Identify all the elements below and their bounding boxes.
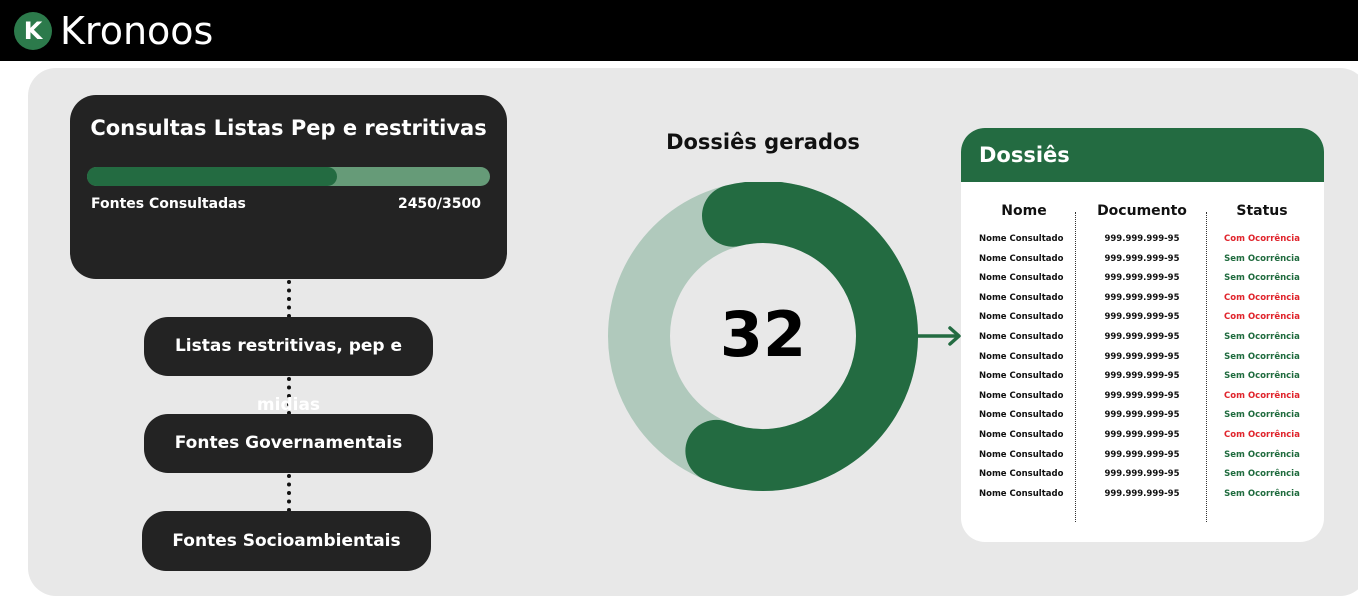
dossies-donut-chart <box>608 182 918 491</box>
row-nome: Nome Consultado <box>979 488 1064 499</box>
top-bar: K Kronoos <box>0 0 1358 61</box>
column-divider <box>1206 212 1207 522</box>
row-status: Sem Ocorrência <box>1224 332 1300 342</box>
brand-name: Kronoos <box>60 9 214 53</box>
row-nome: Nome Consultado <box>979 430 1064 440</box>
connector-dots <box>287 474 291 512</box>
row-nome: Nome Consultado <box>979 469 1064 480</box>
source-pill-label: Fontes Socioambientais <box>172 531 401 551</box>
fontes-progress-value: 2450/3500 <box>397 196 481 212</box>
table-row[interactable]: Nome Consultado 999.999.999-95 Sem Ocorrên… <box>961 485 1324 504</box>
consultas-card: Consultas Listas Pep e restritivas Fonte… <box>70 95 507 279</box>
dossies-table-card: Dossiês Nome Documento Status Nome Consu… <box>961 128 1324 542</box>
row-documento: 999.999.999-95 <box>1104 469 1180 480</box>
row-nome: Nome Consultado <box>979 253 1064 264</box>
column-divider <box>1075 212 1076 522</box>
row-nome: Nome Consultado <box>979 371 1064 382</box>
table-row[interactable]: Nome Consultado 999.999.999-95 Com Ocorrên… <box>961 387 1324 406</box>
row-documento: 999.999.999-95 <box>1104 253 1180 264</box>
arrow-right-icon <box>916 326 961 346</box>
row-documento: 999.999.999-95 <box>1104 449 1180 460</box>
fontes-progress-label: Fontes Consultadas <box>91 196 246 212</box>
connector-dots <box>287 280 291 318</box>
table-row[interactable]: Nome Consultado 999.999.999-95 Sem Ocorrên… <box>961 367 1324 386</box>
source-pill-label: Listas restritivas, pep e midias <box>174 336 403 415</box>
source-pill-label: Fontes Governamentais <box>174 433 403 453</box>
row-nome: Nome Consultado <box>979 410 1064 421</box>
row-status: Sem Ocorrência <box>1224 351 1300 362</box>
row-status: Com Ocorrência <box>1224 234 1300 244</box>
row-documento: 999.999.999-95 <box>1104 371 1180 382</box>
row-documento: 999.999.999-95 <box>1104 351 1180 362</box>
table-row[interactable]: Nome Consultado 999.999.999-95 Sem Ocorrên… <box>961 465 1324 484</box>
row-status: Sem Ocorrência <box>1224 253 1300 264</box>
column-header-status: Status <box>1236 203 1288 219</box>
row-status: Sem Ocorrência <box>1224 371 1300 382</box>
row-documento: 999.999.999-95 <box>1104 410 1180 421</box>
row-documento: 999.999.999-95 <box>1104 390 1180 401</box>
source-pill-listas[interactable]: Listas restritivas, pep e midias <box>144 317 433 415</box>
row-status: Sem Ocorrência <box>1224 273 1300 284</box>
table-row[interactable]: Nome Consultado 999.999.999-95 Com Ocorrên… <box>961 426 1324 445</box>
dossies-count: 32 <box>719 298 807 371</box>
table-row[interactable]: Nome Consultado 999.999.999-95 Com Ocorrên… <box>961 289 1324 308</box>
table-row[interactable]: Nome Consultado 999.999.999-95 Sem Ocorrên… <box>961 250 1324 269</box>
row-nome: Nome Consultado <box>979 234 1064 244</box>
source-pill-socioambientais[interactable]: Fontes Socioambientais <box>142 511 431 571</box>
table-row[interactable]: Nome Consultado 999.999.999-95 Sem Ocorrên… <box>961 328 1324 347</box>
table-row[interactable]: Nome Consultado 999.999.999-95 Sem Ocorrên… <box>961 446 1324 465</box>
row-status: Sem Ocorrência <box>1224 449 1300 460</box>
row-status: Com Ocorrência <box>1224 292 1300 303</box>
dossies-chart-title: Dossiês gerados <box>666 130 860 154</box>
connector-dots <box>287 377 291 415</box>
row-nome: Nome Consultado <box>979 390 1064 401</box>
row-status: Sem Ocorrência <box>1224 410 1300 421</box>
row-documento: 999.999.999-95 <box>1104 292 1180 303</box>
column-header-documento: Documento <box>1097 203 1187 219</box>
fontes-progress-bar <box>87 167 490 186</box>
donut-fill <box>608 182 918 491</box>
row-nome: Nome Consultado <box>979 449 1064 460</box>
source-pill-governamentais[interactable]: Fontes Governamentais <box>144 414 433 473</box>
row-status: Com Ocorrência <box>1224 430 1300 440</box>
row-nome: Nome Consultado <box>979 332 1064 342</box>
row-status: Com Ocorrência <box>1224 312 1300 323</box>
row-documento: 999.999.999-95 <box>1104 332 1180 342</box>
row-status: Com Ocorrência <box>1224 390 1300 401</box>
dossies-table-title: Dossiês <box>979 143 1070 167</box>
table-row[interactable]: Nome Consultado 999.999.999-95 Com Ocorrên… <box>961 308 1324 327</box>
logo-letter: K <box>23 17 43 45</box>
consultas-card-title: Consultas Listas Pep e restritivas <box>90 116 487 140</box>
dossies-table-header: Dossiês <box>961 128 1324 182</box>
row-documento: 999.999.999-95 <box>1104 430 1180 440</box>
row-documento: 999.999.999-95 <box>1104 234 1180 244</box>
row-nome: Nome Consultado <box>979 273 1064 284</box>
row-documento: 999.999.999-95 <box>1104 273 1180 284</box>
table-row[interactable]: Nome Consultado 999.999.999-95 Com Ocorrên… <box>961 230 1324 249</box>
table-row[interactable]: Nome Consultado 999.999.999-95 Sem Ocorrên… <box>961 348 1324 367</box>
row-documento: 999.999.999-95 <box>1104 488 1180 499</box>
table-row[interactable]: Nome Consultado 999.999.999-95 Sem Ocorrên… <box>961 406 1324 425</box>
row-nome: Nome Consultado <box>979 351 1064 362</box>
row-documento: 999.999.999-95 <box>1104 312 1180 323</box>
fontes-progress-fill <box>87 167 337 186</box>
kronoos-logo-icon: K <box>14 12 52 50</box>
row-status: Sem Ocorrência <box>1224 469 1300 480</box>
row-nome: Nome Consultado <box>979 312 1064 323</box>
column-header-nome: Nome <box>1001 203 1047 219</box>
table-row[interactable]: Nome Consultado 999.999.999-95 Sem Ocorrên… <box>961 269 1324 288</box>
row-status: Sem Ocorrência <box>1224 488 1300 499</box>
row-nome: Nome Consultado <box>979 292 1064 303</box>
